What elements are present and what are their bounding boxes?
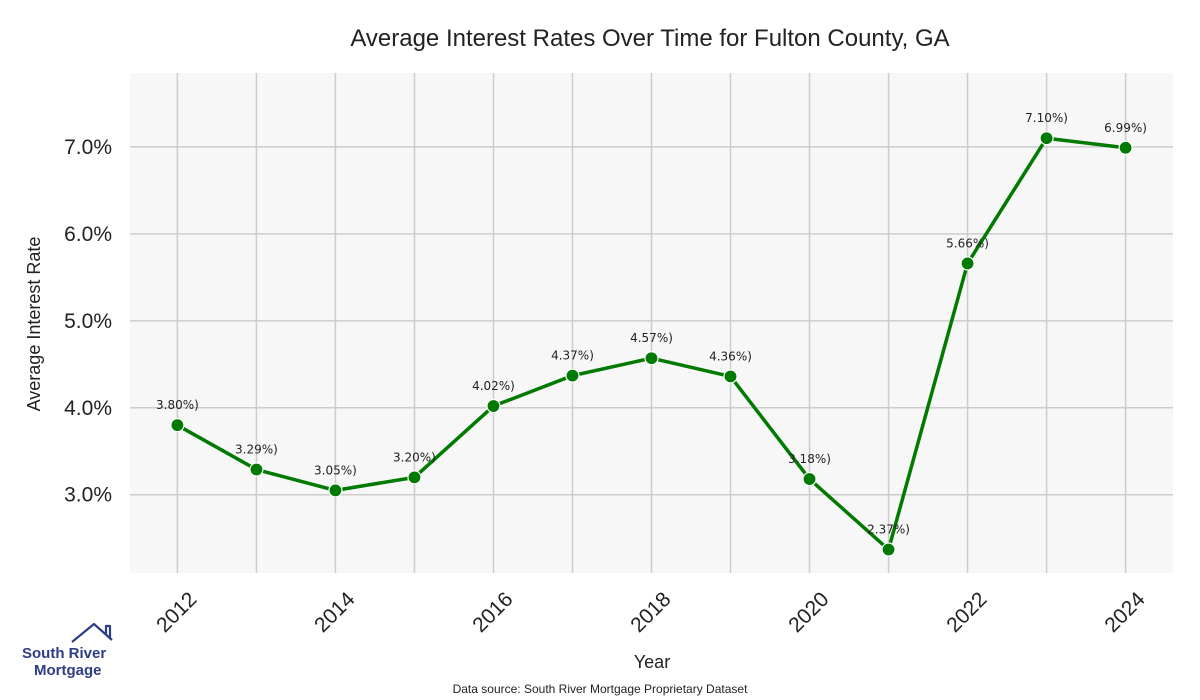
data-label: 3.29%) bbox=[235, 443, 278, 457]
data-label: 6.99%) bbox=[1104, 121, 1147, 135]
data-label: 4.57%) bbox=[630, 331, 673, 345]
y-tick-label: 6.0% bbox=[64, 223, 112, 246]
data-label: 2.37%) bbox=[867, 523, 910, 537]
chart-title: Average Interest Rates Over Time for Ful… bbox=[350, 25, 949, 52]
x-tick-label: 2014 bbox=[310, 588, 360, 638]
data-point bbox=[249, 462, 264, 477]
data-labels: 3.80%) 3.29%) 3.05%) 3.20%) 4.02%) 4.37%) 4.57… bbox=[156, 111, 1147, 536]
data-point bbox=[644, 351, 659, 366]
data-point bbox=[1118, 140, 1133, 155]
x-axis-label: Year bbox=[634, 652, 670, 672]
y-tick-label: 4.0% bbox=[64, 397, 112, 420]
x-tick-label: 2022 bbox=[942, 588, 991, 637]
data-point bbox=[486, 398, 501, 414]
y-tick-label: 5.0% bbox=[64, 310, 112, 333]
data-source-note: Data source: South River Mortgage Propri… bbox=[453, 682, 748, 696]
data-point bbox=[881, 542, 896, 557]
x-tick-label: 2016 bbox=[468, 588, 517, 637]
data-label: 3.20%) bbox=[393, 450, 436, 464]
y-tick-label: 7.0% bbox=[64, 136, 112, 159]
data-label: 4.37%) bbox=[551, 349, 594, 363]
data-point bbox=[565, 368, 580, 383]
data-label: 5.66%) bbox=[946, 236, 989, 250]
x-axis-ticks: 2012 2014 2016 2018 2020 2022 2024 bbox=[152, 588, 1150, 638]
data-point bbox=[960, 256, 975, 271]
logo-line2: Mortgage bbox=[34, 662, 102, 679]
y-tick-label: 3.0% bbox=[64, 484, 112, 507]
grid bbox=[130, 73, 1173, 573]
data-point bbox=[802, 471, 817, 487]
x-tick-label: 2024 bbox=[1100, 588, 1150, 638]
x-tick-label: 2012 bbox=[152, 588, 201, 637]
y-axis-ticks: 3.0% 4.0% 5.0% 6.0% 7.0% bbox=[64, 136, 112, 507]
data-point bbox=[407, 470, 422, 485]
data-point bbox=[1039, 131, 1054, 146]
data-label: 4.36%) bbox=[709, 349, 752, 363]
logo-line1: South River bbox=[22, 645, 107, 662]
brand-logo: South River Mortgage bbox=[22, 645, 106, 679]
x-tick-label: 2018 bbox=[626, 588, 675, 637]
data-label: 3.05%) bbox=[314, 463, 357, 477]
y-axis-label: Average Interest Rate bbox=[24, 237, 44, 412]
house-roof-icon bbox=[71, 622, 113, 643]
x-tick-label: 2020 bbox=[784, 588, 833, 637]
data-label: 4.02%) bbox=[472, 379, 515, 393]
data-point bbox=[328, 483, 343, 498]
data-label: 3.80%) bbox=[156, 398, 199, 412]
data-point bbox=[170, 418, 185, 433]
data-point bbox=[723, 369, 738, 384]
data-label: 3.18%) bbox=[788, 452, 831, 466]
data-points bbox=[170, 131, 1133, 557]
data-label: 7.10%) bbox=[1025, 111, 1068, 125]
